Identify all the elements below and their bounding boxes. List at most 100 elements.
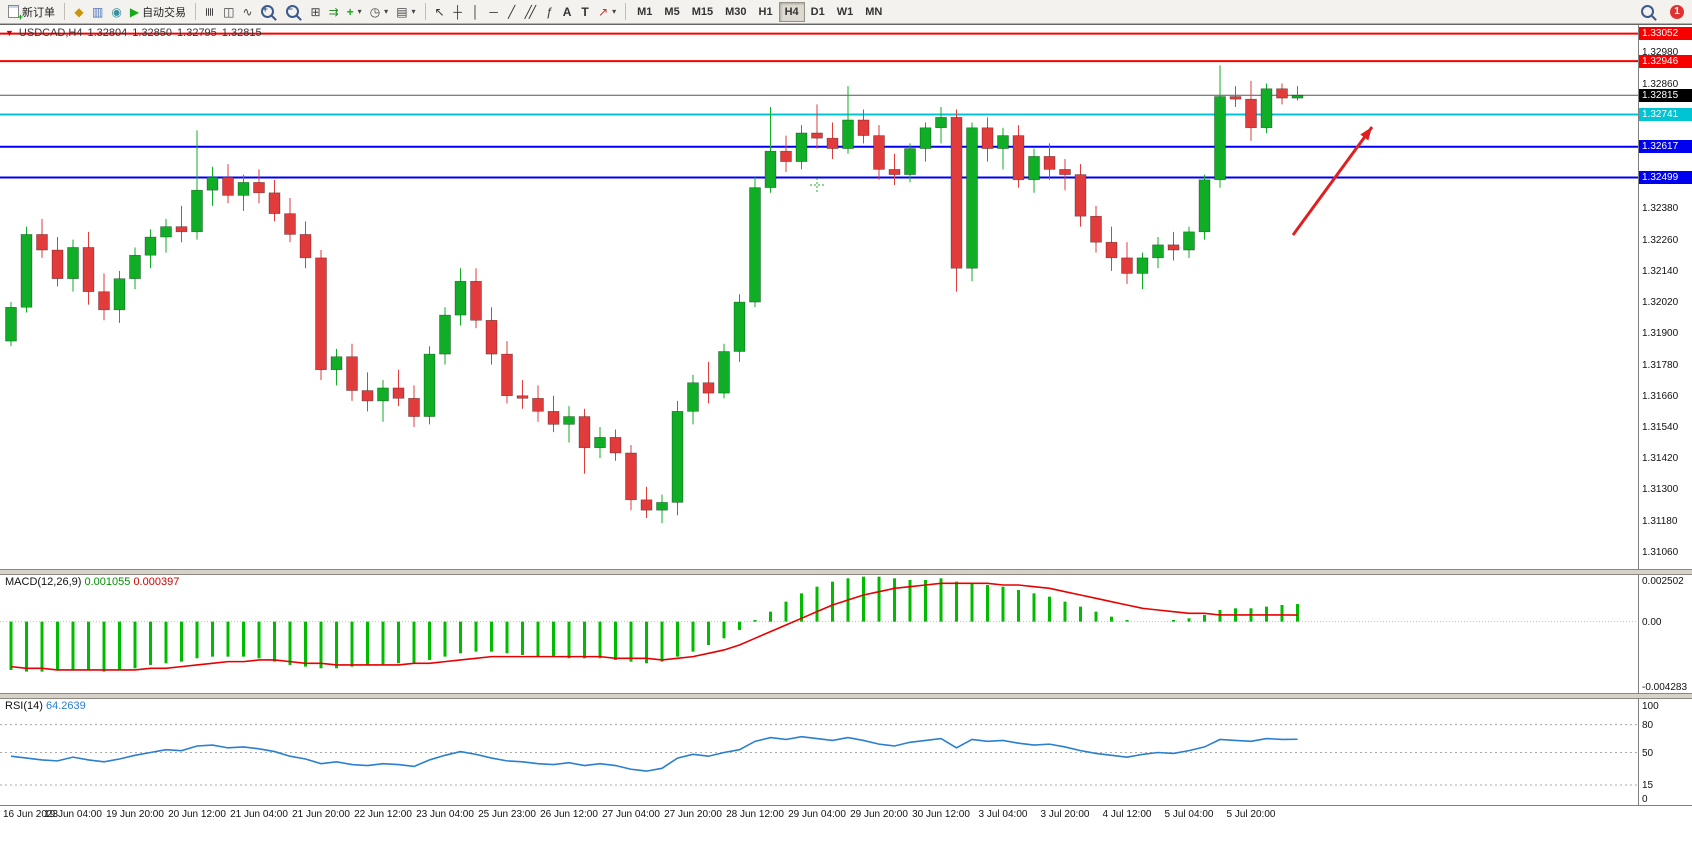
new-order-label: 新订单	[22, 6, 55, 19]
candle-body	[67, 247, 79, 279]
panel-separator[interactable]	[0, 569, 1692, 575]
vertical-line-button[interactable]: │	[467, 2, 485, 22]
candle-body	[904, 148, 916, 175]
panel-separator[interactable]	[0, 693, 1692, 699]
candle-body	[51, 249, 64, 279]
open-value: 1.32804	[87, 27, 128, 39]
candle-body	[919, 127, 932, 149]
toolbar-separator	[195, 3, 197, 20]
rsi-axis-label: 80	[1642, 719, 1654, 731]
candle-body	[1152, 244, 1164, 259]
time-label: 3 Jul 04:00	[978, 809, 1028, 820]
autotrade-button[interactable]: ▶ 自动交易	[126, 2, 190, 22]
symbol-label: USDCAD,H4	[18, 27, 83, 39]
candle-body	[1198, 179, 1211, 233]
price-axis-label: 1.31300	[1642, 484, 1679, 496]
price-axis-label: 1.31900	[1642, 328, 1679, 340]
tile-windows-button[interactable]: ⊞	[307, 2, 325, 22]
cursor-button[interactable]: ↖	[431, 2, 449, 22]
price-axis[interactable]: 1.329801.328601.327401.326201.325001.323…	[1638, 25, 1692, 569]
trend-arrow[interactable]	[1291, 126, 1374, 236]
candle-body	[1183, 231, 1195, 251]
timeframe-h1-button[interactable]: H1	[753, 2, 779, 22]
high-value: 1.32850	[132, 27, 173, 39]
timeframe-mn-button[interactable]: MN	[859, 2, 888, 22]
macd-axis[interactable]: 0.002502 0.00 -0.004283	[1638, 575, 1692, 693]
timeframe-d1-button[interactable]: D1	[805, 2, 831, 22]
candle-body	[361, 390, 374, 402]
search-button[interactable]	[1637, 2, 1662, 22]
text-label-button[interactable]: T	[576, 2, 594, 22]
candle-body	[1260, 88, 1273, 129]
timeframe-m1-button[interactable]: M1	[631, 2, 658, 22]
fibonacci-button[interactable]: ƒ	[540, 2, 558, 22]
price-axis-label: 1.31540	[1642, 421, 1679, 433]
candle-body	[315, 257, 327, 371]
clock-icon: ◷	[369, 4, 381, 19]
rsi-title-label: RSI(14)	[5, 700, 43, 712]
rsi-panel[interactable]	[0, 699, 1638, 805]
timeframe-m15-button[interactable]: M15	[686, 2, 719, 22]
candle-body	[578, 416, 591, 449]
time-label: 21 Jun 20:00	[292, 809, 350, 820]
price-axis-label: 1.32020	[1642, 297, 1679, 309]
navigator-button[interactable]: ◉	[107, 2, 125, 22]
trend-arrow-head	[1360, 127, 1372, 141]
timeframe-m30-button[interactable]: M30	[719, 2, 752, 22]
candle-body	[950, 117, 963, 269]
main-toolbar: 新订单 ◆ ▥ ◉ ▶ 自动交易 ≣ ◫ ∿ ⊞ ⇉ +▾ ◷▾ ▤▾	[0, 0, 1692, 24]
price-axis-label: 1.32260	[1642, 234, 1679, 246]
time-axis[interactable]: 16 Jun 2023 19 Jun 04:00 19 Jun 20:00 20 Ju…	[0, 805, 1692, 826]
zoom-out-button[interactable]	[282, 2, 307, 22]
macd-panel[interactable]	[0, 575, 1638, 693]
new-order-button[interactable]: 新订单	[4, 2, 59, 22]
bar-chart-icon: ≣	[203, 6, 218, 17]
candle-body	[470, 280, 482, 321]
price-tag: 1.32617	[1639, 140, 1692, 154]
macd-signal-line	[10, 582, 1298, 671]
macd-axis-label: 0.002502	[1642, 576, 1684, 587]
candle-body	[330, 356, 343, 371]
toolbar-separator	[625, 3, 627, 20]
horizontal-line-button[interactable]: ─	[485, 2, 503, 22]
time-label: 29 Jun 04:00	[788, 809, 846, 820]
channel-button[interactable]: ╱╱	[521, 2, 540, 22]
main-chart-plot[interactable]	[0, 25, 1638, 569]
notification-badge[interactable]: 1	[1670, 4, 1684, 19]
candle-body	[237, 182, 250, 196]
crosshair-button[interactable]: ┼	[449, 2, 467, 22]
timeframe-group: M1 M5 M15 M30 H1 H4 D1 W1 MN	[631, 1, 888, 22]
channel-icon: ╱╱	[524, 4, 537, 19]
new-order-icon	[8, 5, 23, 22]
indicators-button[interactable]: + ▾	[343, 2, 366, 22]
price-axis-label: 1.32860	[1642, 78, 1679, 90]
periods-button[interactable]: ◷ ▾	[366, 2, 393, 22]
chart-window[interactable]: ▼ USDCAD,H4 1.32804 1.32850 1.32795 1.32815 1…	[0, 24, 1692, 848]
candle-body	[268, 192, 281, 214]
candle-body	[1043, 156, 1056, 170]
candle-chart-button[interactable]: ◫	[219, 2, 238, 22]
zoom-in-button[interactable]	[257, 2, 282, 22]
text-button[interactable]: A	[558, 2, 576, 22]
timeframe-w1-button[interactable]: W1	[831, 2, 860, 22]
line-chart-button[interactable]: ∿	[238, 2, 256, 22]
time-label: 20 Jun 12:00	[168, 809, 226, 820]
data-window-button[interactable]: ▥	[88, 2, 107, 22]
timeframe-h4-button[interactable]: H4	[778, 1, 805, 22]
rsi-title: RSI(14) 64.2639	[5, 700, 86, 712]
candle-body	[485, 319, 498, 355]
market-watch-button[interactable]: ◆	[70, 2, 88, 22]
rsi-axis[interactable]: 100 80 50 15 0	[1638, 699, 1692, 805]
arrows-button[interactable]: ↗ ▾	[594, 2, 620, 22]
price-axis-label: 1.31180	[1642, 515, 1678, 527]
candle-body	[36, 234, 48, 251]
candle-body	[346, 356, 358, 391]
auto-scroll-button[interactable]: ⇉	[325, 2, 343, 22]
timeframe-m5-button[interactable]: M5	[658, 2, 685, 22]
templates-button[interactable]: ▤ ▾	[392, 2, 419, 22]
trendline-button[interactable]: ╱	[503, 2, 521, 22]
bar-chart-button[interactable]: ≣	[201, 2, 219, 22]
price-axis-label: 1.31660	[1642, 390, 1679, 402]
candle-body	[98, 291, 110, 311]
price-tag: 1.32499	[1639, 170, 1692, 184]
